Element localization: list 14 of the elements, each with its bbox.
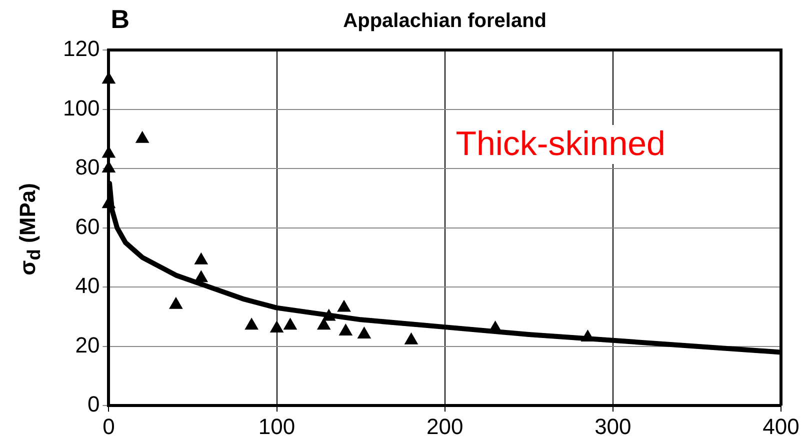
y-tick-label: 60 bbox=[75, 214, 100, 239]
x-tick-label: 100 bbox=[258, 414, 296, 439]
x-tick-label: 400 bbox=[762, 414, 800, 439]
text: B bbox=[110, 4, 130, 35]
y-tick-label: 20 bbox=[75, 332, 100, 358]
y-tick-label: 0 bbox=[87, 392, 100, 417]
y-tick-label: 80 bbox=[75, 154, 100, 180]
y-tick-label: 100 bbox=[62, 95, 100, 120]
x-tick-label: 300 bbox=[594, 414, 632, 439]
chart-title: Appalachian foreland bbox=[342, 10, 548, 33]
x-tick-label: 200 bbox=[426, 414, 464, 439]
annotation: Thick-skinned bbox=[454, 125, 668, 164]
y-tick-label: 120 bbox=[62, 36, 100, 62]
y-tick-label: 40 bbox=[75, 273, 100, 298]
